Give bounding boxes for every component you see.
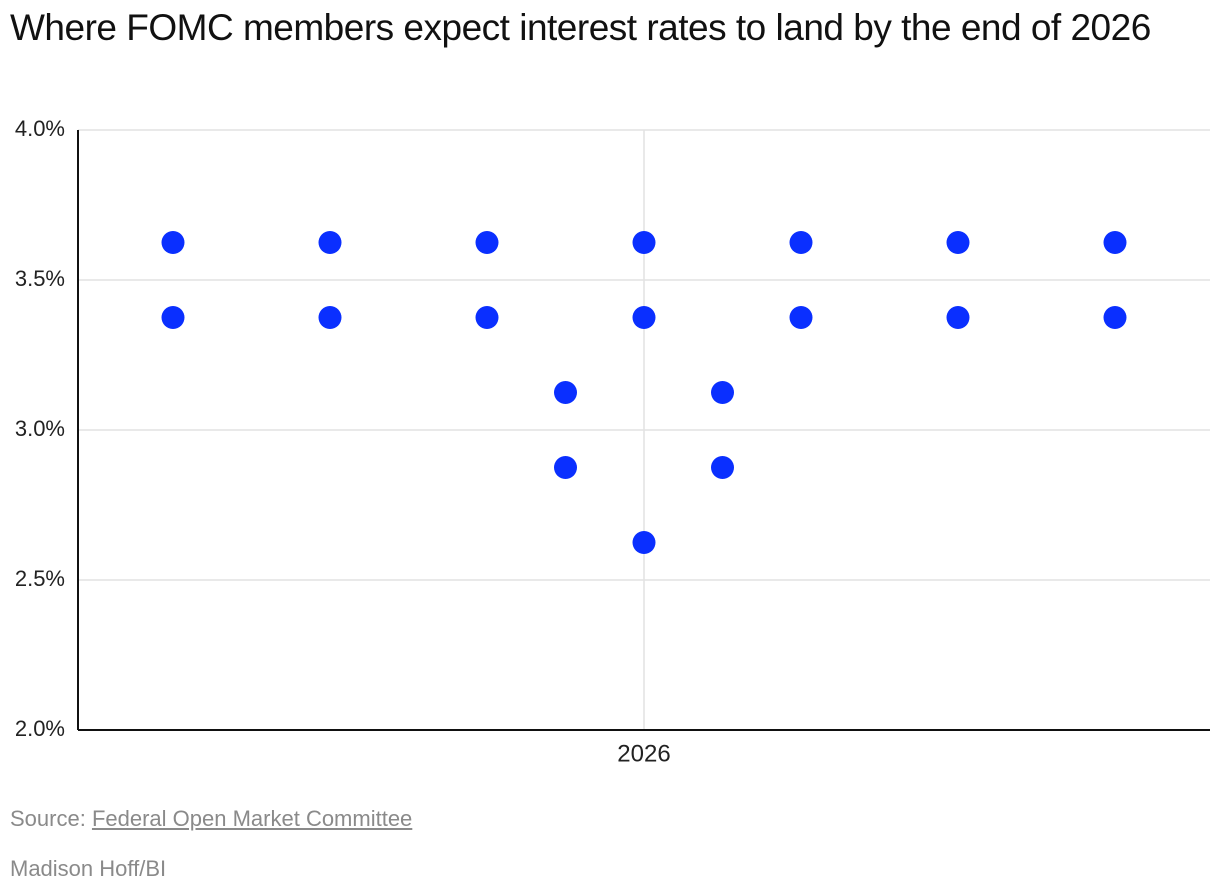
dot	[554, 456, 577, 479]
credit: Madison Hoff/BI	[10, 856, 167, 881]
source-line: Source: Federal Open Market Committee	[10, 806, 412, 832]
dot	[475, 231, 499, 254]
dot	[161, 231, 185, 254]
y-tick-label: 4.0%	[15, 116, 65, 141]
dot	[946, 306, 970, 329]
dot	[475, 306, 499, 329]
dot	[632, 531, 656, 554]
dot	[554, 381, 577, 404]
x-tick-label: 2026	[617, 740, 670, 767]
dot	[318, 306, 342, 329]
chart-title: Where FOMC members expect interest rates…	[10, 7, 1151, 48]
y-tick-label: 2.0%	[15, 716, 65, 741]
dot	[711, 381, 734, 404]
y-tick-label: 3.5%	[15, 266, 65, 291]
dot	[632, 231, 656, 254]
y-tick-label: 2.5%	[15, 566, 65, 591]
dot	[789, 231, 813, 254]
y-tick-label: 3.0%	[15, 416, 65, 441]
dot	[789, 306, 813, 329]
source-label: Source:	[10, 806, 86, 831]
dot	[946, 231, 970, 254]
dot	[318, 231, 342, 254]
dot	[711, 456, 734, 479]
source-link[interactable]: Federal Open Market Committee	[91, 806, 413, 831]
dot	[632, 306, 656, 329]
dot	[1103, 231, 1127, 254]
dot	[1103, 306, 1127, 329]
dot	[161, 306, 185, 329]
